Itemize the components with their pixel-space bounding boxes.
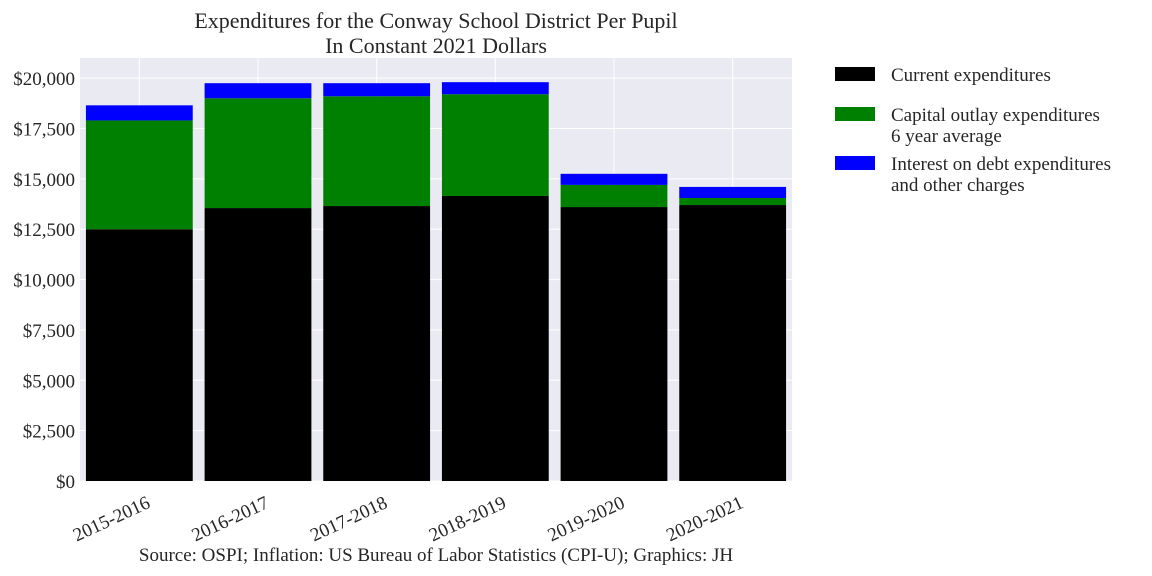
x-tick-label: 2019-2020 [545,492,628,546]
bar-segment-2016-2017-series-0 [204,208,312,482]
legend-label: Interest on debt expenditures [891,154,1111,175]
source-caption: Source: OSPI; Inflation: US Bureau of La… [139,545,733,566]
chart-title-line2: In Constant 2021 Dollars [325,33,547,58]
legend: Current expenditures Capital outlay expen… [835,65,1111,196]
bar-segment-2017-2018-series-1 [323,96,431,207]
bar-segment-2016-2017-series-1 [204,98,312,209]
y-tick-label: $12,500 [13,220,75,241]
bar-segment-2019-2020-series-1 [560,184,668,208]
y-tick-label: $2,500 [23,422,75,443]
bar-segment-2019-2020-series-0 [560,207,668,482]
legend-label: Capital outlay expenditures [891,105,1100,126]
y-axis-ticks: $0 $2,500 $5,000 $7,500 $10,000 $12,500 $15,00… [13,69,75,493]
bar-segment-2018-2019-series-0 [441,195,549,481]
bar-segment-2017-2018-series-0 [323,206,431,482]
y-tick-label: $20,000 [13,69,75,90]
x-tick-label: 2016-2017 [189,492,272,546]
legend-swatch [835,107,875,121]
bar-segment-2015-2016-series-1 [85,120,193,230]
legend-label: and other charges [891,175,1025,196]
bar-segment-2015-2016-series-2 [85,105,193,121]
x-tick-label: 2017-2018 [307,492,390,546]
bar-segment-2018-2019-series-2 [441,82,549,95]
legend-label: 6 year average [891,126,1002,147]
x-tick-label: 2018-2019 [426,492,509,546]
y-tick-label: $15,000 [13,170,75,191]
y-tick-label: $0 [56,472,75,493]
bar-segment-2015-2016-series-0 [85,229,193,481]
y-tick-label: $7,500 [23,321,75,342]
bar-segment-2019-2020-series-2 [560,173,668,185]
x-tick-label: 2015-2016 [70,492,153,546]
bar-segment-2018-2019-series-1 [441,94,549,196]
x-axis-ticks: 2015-2016 2016-2017 2017-2018 2018-2019 2019… [70,492,747,546]
bar-segment-2017-2018-series-2 [323,83,431,97]
bars [85,82,787,482]
legend-swatch [835,156,875,170]
x-tick-label: 2020-2021 [663,492,746,546]
y-tick-label: $5,000 [23,371,75,392]
y-tick-label: $10,000 [13,271,75,292]
bar-segment-2020-2021-series-1 [679,197,787,206]
y-tick-label: $17,500 [13,120,75,141]
bar-segment-2016-2017-series-2 [204,83,312,99]
bar-segment-2020-2021-series-2 [679,186,787,198]
bar-segment-2020-2021-series-0 [679,205,787,482]
legend-label: Current expenditures [891,65,1051,86]
chart-title-line1: Expenditures for the Conway School Distr… [194,8,677,33]
legend-swatch [835,67,875,81]
